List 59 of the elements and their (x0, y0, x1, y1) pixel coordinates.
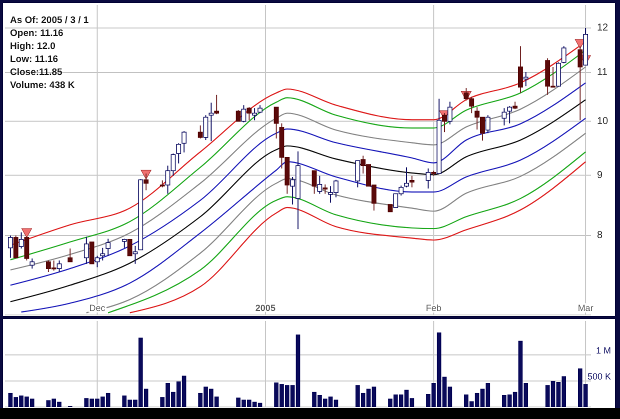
annotation: Low: 11.16 (10, 54, 58, 65)
candlestick (561, 46, 566, 64)
y-tick-label: 10 (597, 116, 609, 127)
candlestick (182, 130, 187, 153)
candlestick (502, 108, 507, 126)
annotation: As Of: 2005 / 3 / 1 (10, 15, 90, 26)
candlestick (507, 106, 512, 124)
candlestick (100, 247, 106, 261)
candlestick (246, 106, 252, 121)
candlestick (127, 238, 132, 256)
candlestick (485, 114, 490, 134)
candlestick (144, 173, 149, 191)
candlestick (56, 260, 62, 273)
candlestick (556, 62, 561, 87)
candlestick (442, 112, 447, 133)
x-tick-label: Mar (578, 303, 594, 313)
candlestick (214, 94, 220, 115)
candlestick (426, 168, 431, 189)
x-tick-label: 2005 (255, 303, 276, 313)
point (21, 228, 32, 238)
candlestick (208, 102, 214, 142)
candlestick (30, 258, 35, 270)
y-tick-label: 12 (597, 22, 609, 34)
annotation: High: 12.0 (10, 41, 56, 52)
y-tick-label: 500 K (587, 371, 611, 382)
candlestick (176, 142, 182, 164)
candlestick (236, 110, 241, 122)
candlestick (198, 124, 203, 139)
candlestick (252, 108, 258, 121)
annotation: Volume: 438 K (10, 80, 75, 91)
y-tick-label: 1 M (596, 345, 611, 356)
candlestick (241, 104, 246, 123)
candlestick (355, 160, 360, 188)
candlestick (578, 46, 583, 121)
candlestick (523, 72, 528, 87)
candlestick (106, 238, 111, 256)
candlestick (404, 166, 409, 188)
candlestick (8, 235, 13, 258)
candlestick (84, 236, 89, 264)
candlestick (518, 46, 523, 94)
candlestick (203, 114, 208, 141)
candlestick (89, 242, 94, 264)
candlestick (317, 175, 322, 194)
candlestick (447, 101, 452, 125)
annotation: Close:11.85 (10, 67, 63, 78)
line-series (10, 99, 586, 302)
x-tick-label: Feb (426, 303, 442, 313)
y-tick-label: 9 (597, 170, 603, 181)
candlestick (24, 236, 30, 261)
candlestick (322, 184, 328, 194)
candlestick (18, 232, 24, 250)
candlestick (409, 175, 414, 188)
y-tick-label: 11 (597, 67, 608, 78)
candlestick (68, 248, 73, 262)
candlestick (13, 235, 18, 259)
y-tick-label: 8 (597, 230, 603, 242)
candlestick (312, 170, 317, 194)
candlestick (274, 106, 279, 139)
annotation: Open: 11.16 (10, 28, 64, 39)
